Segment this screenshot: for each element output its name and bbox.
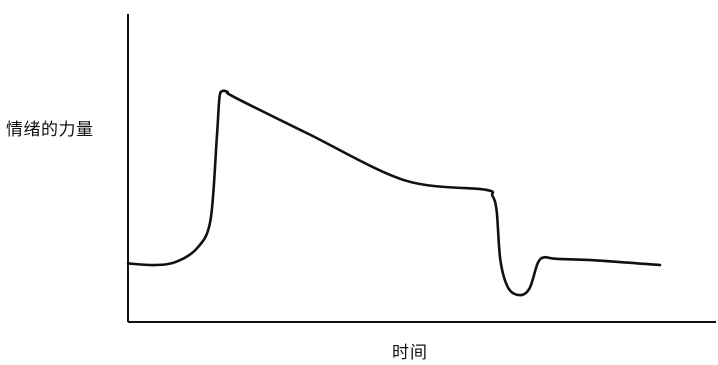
series-line bbox=[126, 89, 662, 297]
y-axis-label: 情绪的力量 bbox=[6, 120, 94, 140]
x-axis-label: 时间 bbox=[392, 343, 428, 363]
